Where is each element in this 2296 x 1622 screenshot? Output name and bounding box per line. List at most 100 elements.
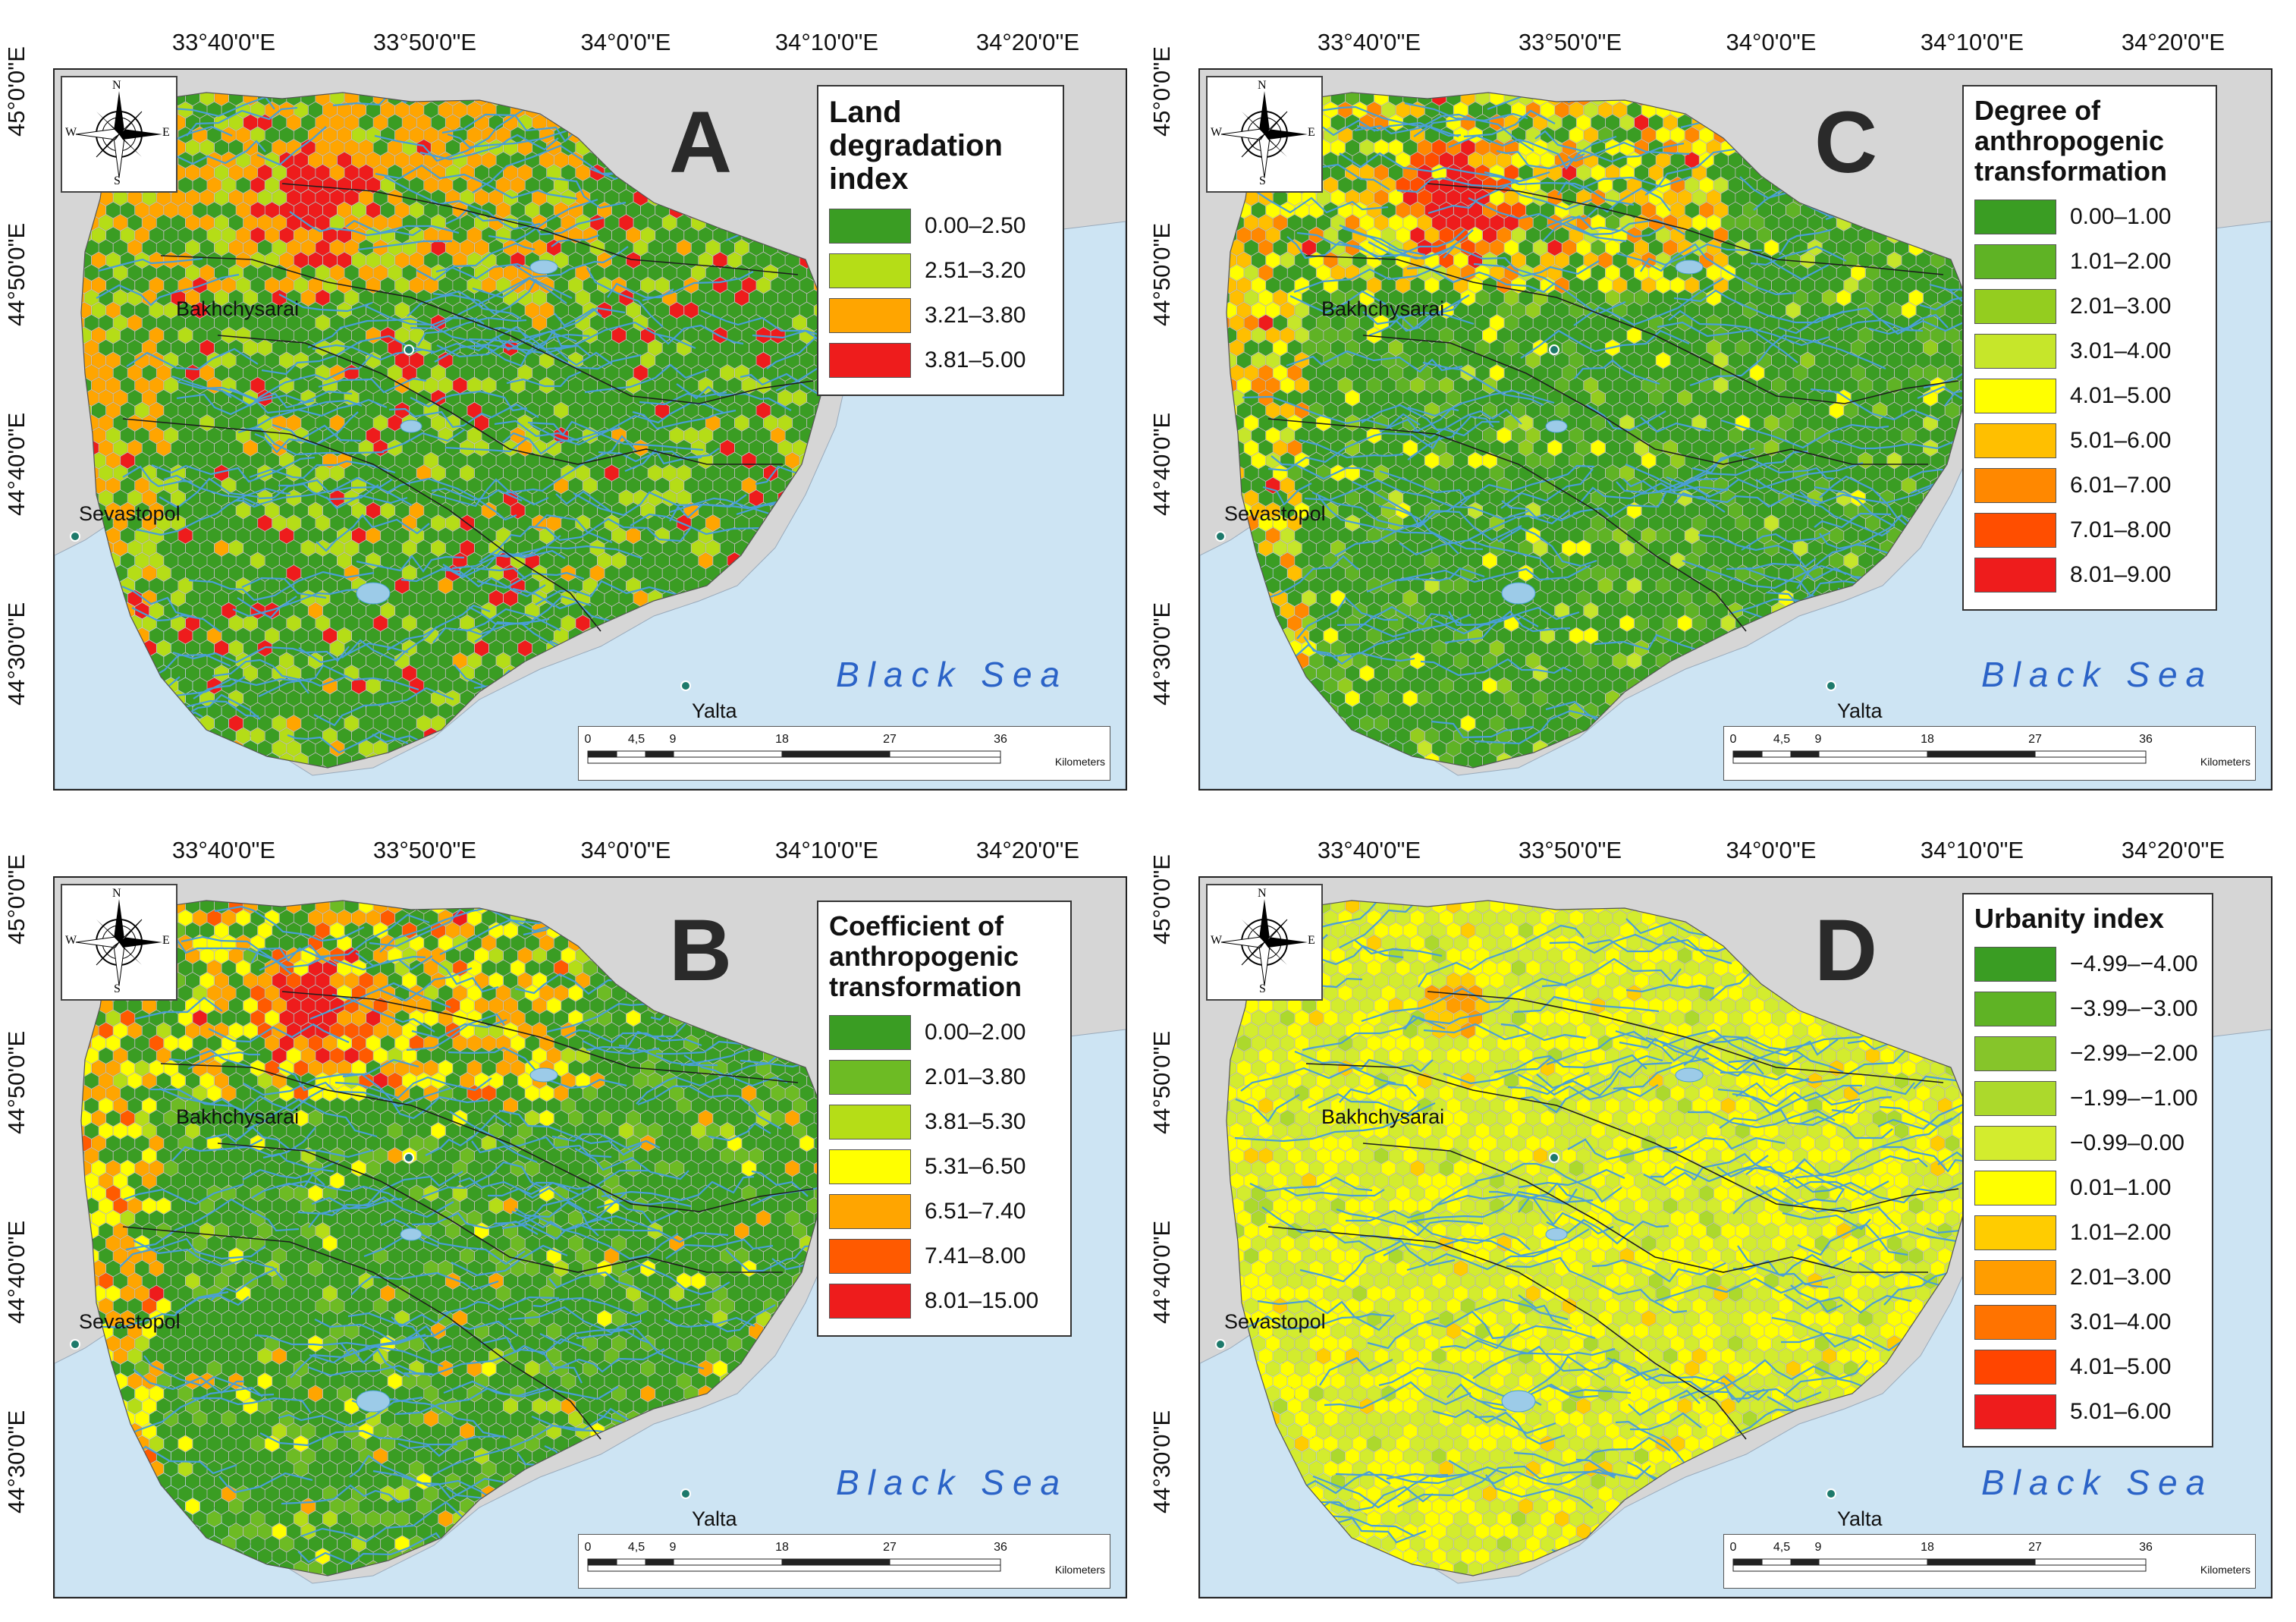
longitude-label: 33°40'0"E: [171, 29, 276, 55]
grid-cell: [113, 339, 128, 357]
grid-cell: [257, 439, 272, 457]
grid-cell: [294, 452, 309, 469]
grid-cell: [590, 464, 605, 482]
grid-cell: [431, 114, 446, 131]
grid-cell: [308, 252, 323, 269]
grid-cell: [554, 202, 569, 218]
grid-cell: [742, 302, 756, 319]
grid-cell: [294, 202, 309, 218]
grid-cell: [294, 377, 309, 394]
grid-cell: [185, 189, 200, 206]
grid-cell: [380, 427, 395, 444]
grid-cell: [546, 389, 561, 407]
grid-cell: [99, 314, 113, 332]
grid-cell: [366, 252, 381, 269]
grid-cell: [84, 339, 99, 357]
grid-cell: [626, 327, 641, 344]
grid-cell: [149, 302, 164, 319]
grid-cell: [185, 439, 200, 457]
grid-cell: [366, 277, 381, 294]
grid-cell: [99, 414, 113, 432]
grid-cell: [178, 227, 193, 244]
grid-cell: [409, 452, 424, 469]
grid-cell: [366, 127, 381, 143]
grid-cell: [677, 239, 692, 256]
grid-cell: [380, 452, 395, 469]
grid-cell: [517, 164, 532, 181]
grid-cell: [301, 289, 316, 306]
grid-cell: [423, 502, 438, 519]
grid-cell: [99, 214, 113, 231]
grid-cell: [243, 214, 258, 231]
grid-cell: [742, 377, 756, 394]
grid-cell: [423, 252, 438, 269]
grid-cell: [640, 302, 655, 319]
grid-cell: [605, 389, 619, 407]
grid-cell: [351, 327, 366, 344]
reservoir: [400, 420, 422, 433]
grid-cell: [431, 364, 446, 382]
grid-cell: [99, 439, 113, 457]
grid-cell: [243, 314, 258, 332]
grid-cell: [525, 502, 540, 519]
grid-cell: [373, 289, 388, 306]
grid-cell: [91, 252, 106, 269]
grid-cell: [228, 214, 243, 231]
grid-cell: [105, 527, 121, 544]
grid-cell: [713, 352, 727, 369]
grid-cell: [185, 139, 200, 156]
grid-cell: [799, 302, 815, 319]
grid-cell: [517, 364, 532, 382]
grid-cell: [359, 314, 373, 332]
grid-cell: [546, 164, 561, 181]
compass-south-label: S: [114, 174, 121, 187]
scale-tick-label: 36: [994, 733, 1007, 746]
grid-cell: [120, 302, 135, 319]
grid-cell: [590, 339, 605, 357]
grid-cell: [221, 527, 236, 544]
grid-cell: [683, 377, 699, 394]
grid-cell: [720, 414, 735, 432]
grid-cell: [120, 227, 135, 244]
grid-cell: [127, 439, 143, 457]
grid-cell: [344, 289, 359, 306]
grid-cell: [749, 339, 764, 357]
grid-cell: [373, 214, 388, 231]
grid-cell: [605, 489, 619, 507]
grid-cell: [279, 227, 294, 244]
grid-cell: [698, 277, 713, 294]
grid-cell: [438, 352, 453, 369]
grid-cell: [771, 252, 785, 269]
grid-cell: [590, 314, 605, 332]
grid-cell: [171, 239, 186, 256]
grid-cell: [366, 502, 381, 519]
grid-cell: [185, 114, 200, 131]
grid-cell: [460, 239, 475, 256]
grid-cell: [265, 227, 280, 244]
grid-cell: [127, 264, 143, 281]
grid-cell: [207, 202, 221, 218]
grid-cell: [243, 514, 258, 532]
longitude-label: 33°50'0"E: [1518, 29, 1622, 55]
grid-cell: [330, 289, 344, 306]
grid-cell: [488, 414, 504, 432]
grid-cell: [503, 264, 518, 281]
grid-cell: [279, 102, 294, 118]
grid-cell: [99, 464, 113, 482]
grid-cell: [677, 514, 692, 532]
grid-cell: [316, 514, 330, 532]
grid-cell: [105, 427, 121, 444]
grid-cell: [359, 114, 373, 131]
grid-cell: [467, 377, 482, 394]
grid-cell: [460, 114, 475, 131]
grid-cell: [388, 114, 403, 131]
grid-cell: [402, 114, 417, 131]
grid-cell: [561, 239, 576, 256]
grid-cell: [316, 289, 330, 306]
grid-cell: [228, 164, 243, 181]
grid-cell: [510, 227, 525, 244]
grid-cell: [316, 239, 330, 256]
scale-tick-label: 4,5: [627, 733, 645, 746]
grid-cell: [662, 214, 677, 231]
scale-tick-label: 9: [669, 733, 677, 746]
